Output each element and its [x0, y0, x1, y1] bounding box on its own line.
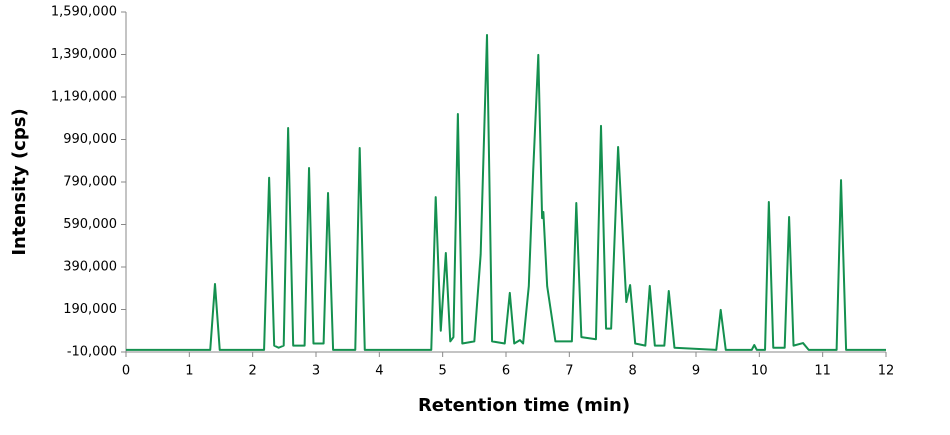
x-tick-label: 12 [878, 364, 895, 379]
x-tick-label: 5 [439, 364, 447, 379]
y-tick-label: 1,590,000 [51, 5, 117, 20]
x-tick-label: 10 [751, 364, 768, 379]
x-axis-title: Retention time (min) [418, 395, 630, 416]
x-tick-label: 9 [692, 364, 700, 379]
x-tick-label: 4 [375, 364, 383, 379]
x-tick-label: 1 [185, 364, 193, 379]
x-tick-label: 7 [565, 364, 573, 379]
y-tick-label: 190,000 [63, 302, 117, 317]
chromatogram-line [126, 33, 886, 351]
x-tick-label: 8 [629, 364, 637, 379]
y-tick-label: 1,190,000 [51, 90, 117, 105]
y-tick-label: 590,000 [63, 217, 117, 232]
y-tick-label: 990,000 [63, 132, 117, 147]
y-tick-label: 390,000 [63, 260, 117, 275]
y-tick-label: -10,000 [67, 345, 117, 360]
x-tick-label: 6 [502, 364, 510, 379]
x-tick-label: 2 [249, 364, 257, 379]
y-tick-label: 790,000 [63, 175, 117, 190]
x-tick-label: 3 [312, 364, 320, 379]
x-tick-label: 11 [814, 364, 831, 379]
x-tick-label: 0 [122, 364, 130, 379]
y-axis-title: Intensity (cps) [9, 108, 30, 255]
y-tick-label: 1,390,000 [51, 47, 117, 62]
